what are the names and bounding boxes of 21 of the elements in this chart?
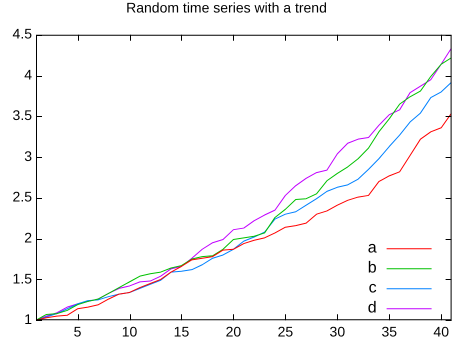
y-tick-label: 1.5 (12, 270, 32, 286)
x-tick-label: 30 (330, 323, 346, 340)
chart-title: Random time series with a trend (126, 0, 327, 16)
x-tick-label: 35 (381, 323, 398, 340)
legend-label: a (368, 240, 377, 257)
legend-label: b (368, 260, 377, 277)
x-tick-label: 10 (122, 323, 138, 340)
legend-label: c (368, 280, 377, 297)
x-tick-label: 40 (433, 323, 450, 340)
x-tick-label: 5 (74, 323, 82, 340)
y-tick-label: 4 (24, 66, 32, 82)
x-tick-label: 20 (226, 323, 242, 340)
y-tick-label: 1 (24, 311, 32, 328)
y-tick-label: 4.5 (12, 26, 32, 42)
legend-label: d (368, 300, 377, 317)
x-tick-label: 15 (174, 323, 190, 340)
y-tick-label: 2.5 (12, 188, 32, 205)
y-tick-label: 3 (24, 148, 32, 164)
y-tick-label: 3.5 (12, 107, 32, 124)
y-tick-label: 2 (24, 230, 32, 246)
x-tick-label: 25 (278, 323, 294, 340)
